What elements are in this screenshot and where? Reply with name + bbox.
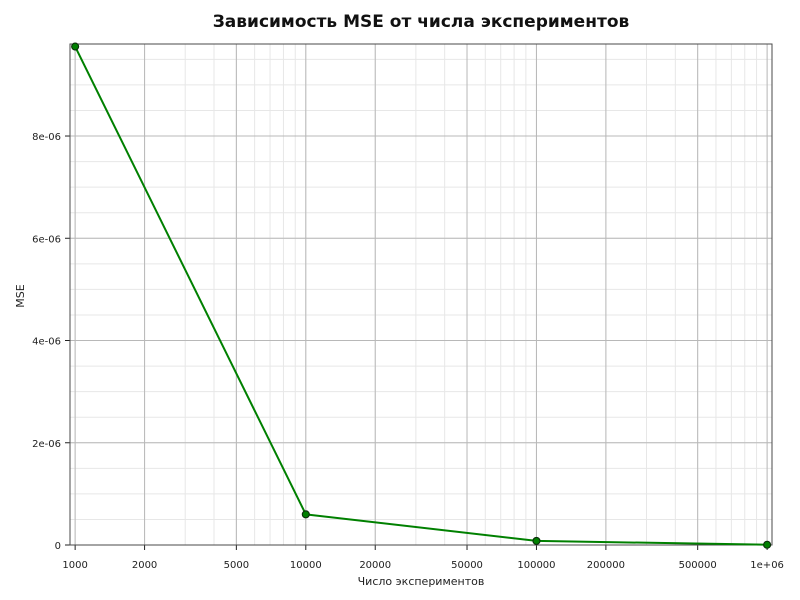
y-tick-label: 2e-06 <box>32 439 61 450</box>
labels-layer: Зависимость MSE от числа экспериментов Ч… <box>14 12 784 588</box>
chart-title: Зависимость MSE от числа экспериментов <box>213 12 630 32</box>
x-tick-label: 5000 <box>224 560 249 571</box>
y-tick-label: 0 <box>55 541 61 552</box>
data-point <box>532 536 541 545</box>
x-tick-label: 2000 <box>132 560 157 571</box>
series-layer <box>71 42 772 549</box>
data-point <box>301 510 310 519</box>
data-point <box>763 540 772 549</box>
x-tick-label: 50000 <box>451 560 483 571</box>
y-tick-label: 6e-06 <box>32 234 61 245</box>
x-axis-label: Число экспериментов <box>358 575 485 588</box>
x-tick-label: 100000 <box>517 560 555 571</box>
plot-frame <box>69 43 773 546</box>
x-tick-label: 20000 <box>359 560 391 571</box>
axes-layer <box>65 43 773 550</box>
x-tick-label: 200000 <box>587 560 625 571</box>
x-tick-label: 10000 <box>290 560 322 571</box>
series-line <box>74 46 768 546</box>
x-tick-label: 1000 <box>62 560 87 571</box>
y-tick-label: 8e-06 <box>32 132 61 143</box>
y-axis-label: MSE <box>14 284 27 307</box>
y-tick-label: 4e-06 <box>32 337 61 348</box>
x-tick-label: 1e+06 <box>750 560 784 571</box>
grid-layer <box>70 44 772 546</box>
data-point <box>71 42 80 51</box>
x-tick-label: 500000 <box>679 560 717 571</box>
